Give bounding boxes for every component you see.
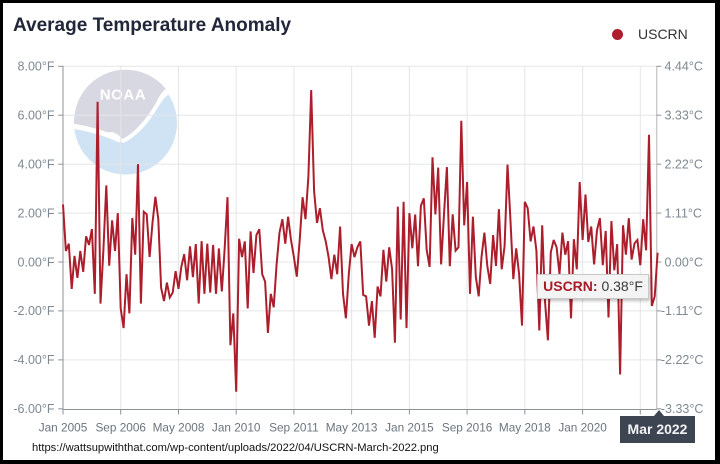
svg-text:Sep 2016: Sep 2016 (442, 420, 493, 434)
svg-text:May 2008: May 2008 (153, 420, 205, 434)
svg-text:Jan 2010: Jan 2010 (212, 420, 261, 434)
svg-text:4.44°C: 4.44°C (665, 60, 703, 74)
svg-text:-3.33°C: -3.33°C (661, 402, 704, 416)
svg-text:-2.00°F: -2.00°F (13, 304, 54, 318)
svg-text:0.00°F: 0.00°F (18, 255, 55, 269)
svg-text:Jan 2015: Jan 2015 (385, 420, 434, 434)
svg-text:3.33°C: 3.33°C (665, 109, 703, 123)
svg-text:2.00°F: 2.00°F (18, 206, 55, 220)
svg-text:8.00°F: 8.00°F (18, 60, 55, 74)
svg-text:-4.00°F: -4.00°F (13, 353, 54, 367)
svg-text:May 2018: May 2018 (499, 420, 551, 434)
svg-text:4.00°F: 4.00°F (18, 158, 55, 172)
svg-text:-1.11°C: -1.11°C (661, 304, 703, 318)
svg-text:May 2013: May 2013 (326, 420, 378, 434)
svg-text:Jan 2020: Jan 2020 (558, 420, 607, 434)
svg-text:Sep 2011: Sep 2011 (269, 420, 319, 434)
svg-text:2.22°C: 2.22°C (665, 158, 703, 172)
svg-text:-2.22°C: -2.22°C (661, 353, 704, 367)
svg-text:NOAA: NOAA (100, 87, 147, 104)
svg-text:Jan 2005: Jan 2005 (39, 420, 88, 434)
svg-text:1.11°C: 1.11°C (665, 206, 702, 220)
svg-text:6.00°F: 6.00°F (18, 109, 55, 123)
svg-text:0.00°C: 0.00°C (665, 255, 703, 269)
svg-text:Sep 2006: Sep 2006 (95, 420, 146, 434)
svg-text:-6.00°F: -6.00°F (13, 402, 54, 416)
